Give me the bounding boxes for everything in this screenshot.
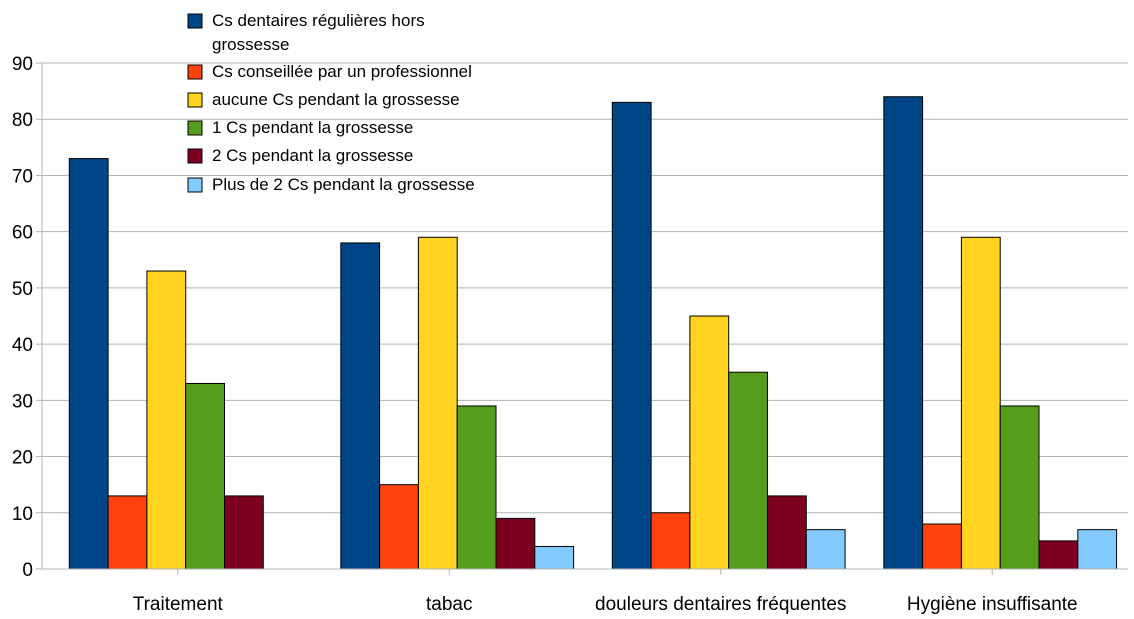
y-axis-ticks: 0 10 20 30 40 50 60 70 80 90	[12, 54, 42, 581]
legend-swatch-6	[187, 177, 203, 193]
legend-swatch-5	[187, 148, 203, 164]
axes	[41, 63, 1128, 570]
y-tick-label: 60	[12, 223, 33, 244]
x-tick-label: Traitement	[133, 594, 224, 615]
legend-label-5: 2 Cs pendant la grossesse	[212, 146, 413, 165]
bar-4-4	[999, 405, 1040, 570]
bar-5-2	[495, 517, 536, 570]
bar-1-3	[611, 101, 652, 570]
bar-1-4	[883, 96, 924, 570]
legend-label-2: Cs conseillée par un professionnel	[212, 62, 472, 81]
x-tick-label: douleurs dentaires fréquentes	[595, 594, 846, 615]
bar-6-4	[1077, 529, 1118, 570]
bars	[68, 96, 1118, 570]
bar-2-2	[379, 484, 419, 570]
y-tick-label: 30	[12, 391, 33, 412]
y-tick-label: 40	[12, 335, 33, 356]
y-tick-label: 90	[12, 54, 33, 75]
bar-3-1	[146, 270, 187, 570]
legend-swatch-1	[187, 13, 203, 29]
legend-swatch-2	[187, 64, 203, 80]
y-tick-label: 0	[22, 560, 33, 581]
y-tick-label: 10	[12, 504, 33, 525]
bar-5-3	[767, 495, 807, 570]
x-axis-ticks: Traitement tabac douleurs dentaires fréque…	[133, 569, 1078, 615]
bar-4-2	[456, 405, 497, 570]
legend-label-6: Plus de 2 Cs pendant la grossesse	[212, 175, 475, 194]
legend-swatch-3	[187, 92, 203, 108]
bar-5-1	[224, 495, 264, 570]
legend-label-3: aucune Cs pendant la grossesse	[212, 90, 460, 109]
bar-3-3	[689, 315, 730, 570]
x-tick-label: tabac	[426, 594, 472, 615]
y-tick-label: 20	[12, 448, 33, 469]
y-tick-label: 50	[12, 279, 33, 300]
bar-6-3	[805, 529, 846, 570]
bar-4-3	[728, 371, 769, 570]
legend-label-4: 1 Cs pendant la grossesse	[212, 118, 413, 137]
x-tick-label: Hygiène insuffisante	[907, 594, 1078, 615]
bar-2-1	[107, 495, 148, 570]
bar-6-2	[534, 546, 575, 570]
bar-4-1	[185, 382, 225, 570]
bar-1-1	[68, 158, 109, 570]
bar-2-3	[650, 512, 691, 570]
legend: Cs dentaires régulières hors grossesse Cs …	[187, 11, 475, 194]
legend-swatch-4	[187, 120, 203, 136]
bar-5-4	[1038, 540, 1079, 570]
legend-label-1: Cs dentaires régulières hors grossesse	[212, 11, 425, 54]
bar-1-2	[340, 242, 381, 570]
y-tick-label: 80	[12, 110, 33, 131]
bar-2-4	[922, 523, 962, 570]
bar-3-2	[417, 236, 458, 570]
bar-3-4	[960, 236, 1001, 570]
y-tick-label: 70	[12, 166, 33, 187]
